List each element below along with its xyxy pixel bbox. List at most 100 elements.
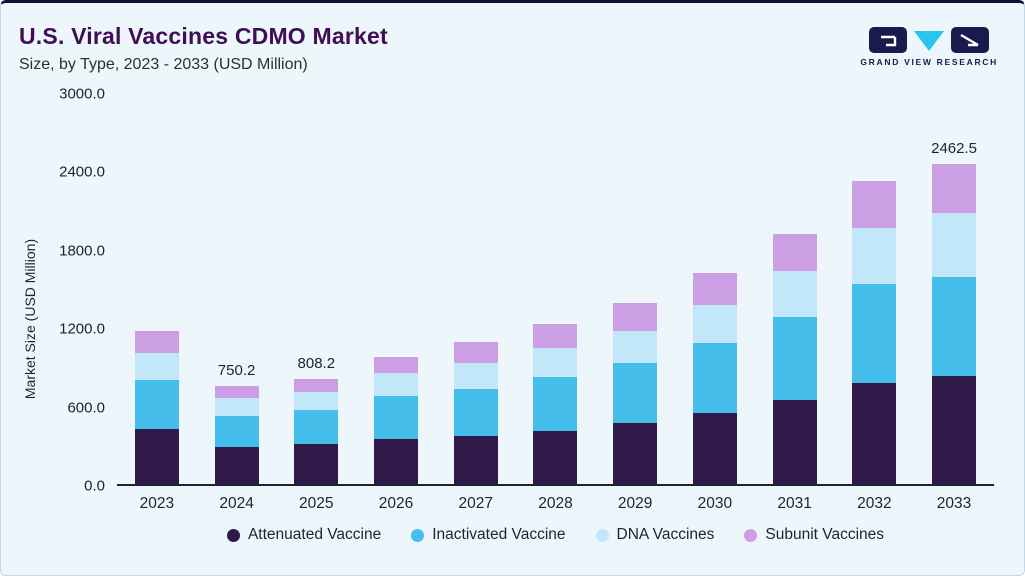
x-tick-label: 2031 xyxy=(777,495,812,512)
y-axis-title-wrap: Market Size (USD Million) xyxy=(15,94,45,544)
bar-segment[interactable] xyxy=(134,352,179,381)
bar-segment[interactable] xyxy=(294,391,339,410)
x-tick-label: 2033 xyxy=(936,495,972,512)
bar-segment[interactable] xyxy=(134,380,179,430)
plot-area: 750.2 808.2 2462.5 xyxy=(117,94,994,486)
bar-segment[interactable] xyxy=(613,302,658,331)
bar-group-2028 xyxy=(533,94,578,484)
bar-group-2033: 2462.5 xyxy=(931,94,977,484)
bar-segment[interactable] xyxy=(772,271,817,317)
bar-segment[interactable] xyxy=(134,429,179,484)
stacked-bar[interactable] xyxy=(453,342,498,484)
y-tick-label: 2400.0 xyxy=(59,163,105,181)
bar-segment[interactable] xyxy=(533,377,578,431)
x-tick-label: 2026 xyxy=(378,495,414,512)
bar-segment[interactable] xyxy=(852,382,897,484)
bar-segment[interactable] xyxy=(294,409,339,444)
stacked-bar[interactable] xyxy=(932,163,977,484)
y-tick-label: 1800.0 xyxy=(59,242,105,260)
stacked-bar[interactable] xyxy=(772,233,817,484)
y-tick-label: 1200.0 xyxy=(59,320,105,338)
bar-segment[interactable] xyxy=(374,439,419,484)
bar-segment[interactable] xyxy=(772,233,817,272)
stacked-bar[interactable] xyxy=(214,386,259,484)
logo-mark-triangle-icon xyxy=(914,31,945,51)
legend-swatch-icon xyxy=(744,528,758,542)
stacked-bar[interactable] xyxy=(374,356,419,484)
bar-group-2023 xyxy=(134,94,179,484)
bar-segment[interactable] xyxy=(692,342,737,414)
y-tick-label: 0.0 xyxy=(84,477,105,495)
bar-segment[interactable] xyxy=(453,342,498,364)
bar-segment[interactable] xyxy=(932,376,977,484)
bar-segment[interactable] xyxy=(294,443,339,484)
bar-group-2027 xyxy=(453,94,498,484)
bar-segment[interactable] xyxy=(852,227,897,284)
chart-area: Market Size (USD Million) 0.0 600.0 1200.0… xyxy=(1,86,1024,544)
x-tick-label: 2027 xyxy=(458,495,493,512)
bar-segment[interactable] xyxy=(214,415,259,447)
stacked-bar[interactable] xyxy=(852,181,897,484)
bar-value-label: 2462.5 xyxy=(931,139,977,157)
bar-segment[interactable] xyxy=(932,163,977,214)
bar-segment[interactable] xyxy=(294,378,339,392)
bar-segment[interactable] xyxy=(613,422,658,484)
legend-swatch-icon xyxy=(595,528,609,542)
x-tick-label: 2025 xyxy=(299,495,334,512)
plot-wrap: 750.2 808.2 2462.5 2023 2024 2025 2026 2027 202… xyxy=(117,94,994,544)
bar-segment[interactable] xyxy=(692,305,737,343)
bar-segment[interactable] xyxy=(932,213,977,277)
bar-group-2032 xyxy=(852,94,897,484)
bar-segment[interactable] xyxy=(453,435,498,484)
bar-segment[interactable] xyxy=(613,330,658,364)
x-tick-label: 2028 xyxy=(538,495,573,512)
x-tick-label: 2023 xyxy=(139,495,175,512)
bar-segment[interactable] xyxy=(852,283,897,383)
legend-label: Inactivated Vaccine xyxy=(432,526,566,543)
bar-segment[interactable] xyxy=(374,356,419,373)
x-tick-label: 2024 xyxy=(219,495,254,512)
bar-segment[interactable] xyxy=(692,413,737,484)
bar-segment[interactable] xyxy=(772,400,817,484)
bar-value-label: 750.2 xyxy=(217,362,256,380)
legend-label: Attenuated Vaccine xyxy=(247,526,382,543)
bar-segment[interactable] xyxy=(453,363,498,390)
stacked-bar[interactable] xyxy=(533,324,578,484)
bar-segment[interactable] xyxy=(374,372,419,397)
bar-segment[interactable] xyxy=(214,446,259,484)
page-subtitle: Size, by Type, 2023 - 2033 (USD Million) xyxy=(19,56,308,73)
y-tick-label: 3000.0 xyxy=(59,85,105,103)
bar-segment[interactable] xyxy=(374,396,419,440)
legend-item[interactable]: DNA Vaccines xyxy=(595,526,714,544)
logo-mark-g-icon xyxy=(869,27,908,53)
bar-segment[interactable] xyxy=(134,330,179,353)
stacked-bar[interactable] xyxy=(692,273,737,484)
bar-segment[interactable] xyxy=(214,386,259,399)
legend-item[interactable]: Subunit Vaccines xyxy=(744,526,884,544)
legend-item[interactable]: Inactivated Vaccine xyxy=(411,526,566,544)
legend: Attenuated Vaccine Inactivated Vaccine DNA… xyxy=(117,526,994,544)
y-axis-title: Market Size (USD Million) xyxy=(22,238,38,400)
legend-swatch-icon xyxy=(226,528,240,542)
stacked-bar[interactable] xyxy=(134,330,179,484)
legend-item[interactable]: Attenuated Vaccine xyxy=(226,526,382,544)
bar-segment[interactable] xyxy=(772,316,817,401)
bar-group-2024: 750.2 xyxy=(214,94,259,484)
bar-segment[interactable] xyxy=(533,430,578,484)
bar-segment[interactable] xyxy=(692,273,737,306)
bar-segment[interactable] xyxy=(214,398,259,416)
bar-segment[interactable] xyxy=(453,389,498,436)
bar-segment[interactable] xyxy=(533,324,578,348)
stacked-bar[interactable] xyxy=(613,302,658,484)
chart-header: U.S. Viral Vaccines CDMO Market Size, by… xyxy=(1,3,1024,74)
bar-value-label: 808.2 xyxy=(297,354,336,372)
page-title: U.S. Viral Vaccines CDMO Market xyxy=(19,23,388,49)
stacked-bar[interactable] xyxy=(294,378,339,484)
x-tick-label: 2029 xyxy=(617,495,653,512)
bar-group-2026 xyxy=(374,94,419,484)
bar-segment[interactable] xyxy=(852,181,897,228)
logo-marks xyxy=(860,27,998,53)
bar-segment[interactable] xyxy=(533,347,578,378)
bar-segment[interactable] xyxy=(613,363,658,423)
bar-segment[interactable] xyxy=(932,276,977,377)
